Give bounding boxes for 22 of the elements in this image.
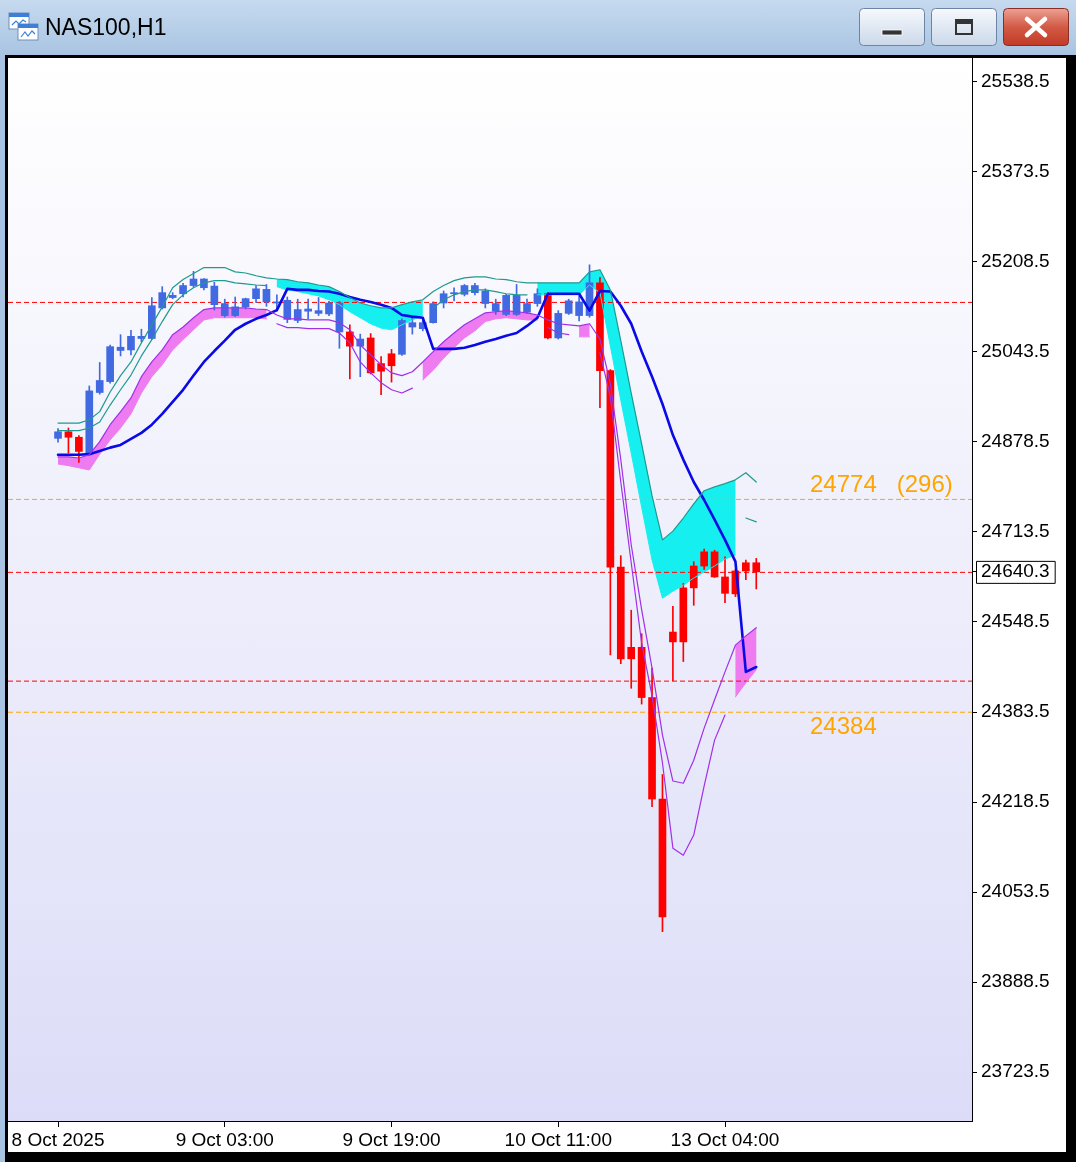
ref-line-label: 24774 (296) [810,469,953,497]
ref-line-label: 24384 [810,712,877,740]
y-tick-label: 25538.5 [981,69,1050,91]
x-tick-label: 13 Oct 04:00 [670,1128,780,1150]
y-tick-label: 25043.5 [981,340,1050,362]
x-tick-label: 9 Oct 03:00 [175,1128,274,1150]
y-tick-label: 24218.5 [981,790,1050,812]
y-tick-label: 24713.5 [981,520,1050,542]
y-tick-label: 24383.5 [981,700,1050,722]
x-tick-label: 9 Oct 19:00 [342,1128,441,1150]
x-tick-label: 10 Oct 11:00 [504,1128,612,1150]
y-tick-label: 25208.5 [981,250,1050,272]
y-tick-label: 24878.5 [981,430,1050,452]
y-tick-label: 23888.5 [981,970,1050,992]
candlestick [304,298,312,320]
x-tick-label: 8 Oct 2025 [11,1128,105,1150]
y-tick-label: 23723.5 [981,1060,1050,1082]
chart-title: NAS100,H1 [45,14,167,40]
y-tick-label: 25373.5 [981,160,1050,182]
y-tick-label: 24053.5 [981,880,1050,902]
y-tick-label: 24548.5 [981,610,1050,632]
y-tick-label: 24640.3 [981,560,1050,582]
